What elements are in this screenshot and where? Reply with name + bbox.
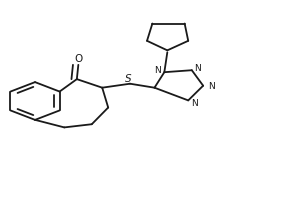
Text: N: N (194, 64, 201, 73)
Text: S: S (125, 74, 132, 84)
Text: N: N (154, 66, 161, 75)
Text: N: N (191, 99, 198, 108)
Text: N: N (208, 82, 215, 91)
Text: O: O (74, 54, 82, 64)
